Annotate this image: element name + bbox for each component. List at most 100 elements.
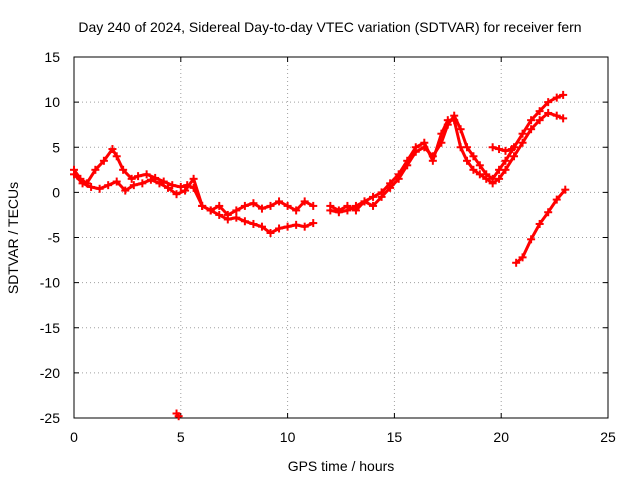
data-point [309,201,318,210]
data-point [138,179,147,188]
data-point [240,201,249,210]
data-point [198,201,207,210]
data-point [119,165,128,174]
x-tick-label: 15 [387,429,403,445]
data-point [95,184,104,193]
chart-title: Day 240 of 2024, Sidereal Day-to-day VTE… [78,19,581,35]
x-tick-label: 20 [493,429,509,445]
grid [74,57,608,418]
data-point [257,222,266,231]
data-point [463,156,472,165]
x-tick-label: 10 [280,429,296,445]
data-point [266,228,275,237]
data-point [544,98,553,107]
data-point [512,258,521,267]
data-point [501,165,510,174]
data-point [87,182,96,191]
data-point [206,206,215,215]
data-point [275,224,284,233]
data-point [249,199,258,208]
data-point [518,129,527,138]
data-point [283,201,292,210]
data-point [134,172,143,181]
series-line [514,188,567,265]
data-point [507,145,516,154]
data-point [518,253,527,262]
data-point [544,208,553,217]
series-group [70,90,570,421]
data-point [172,190,181,199]
data-point [501,156,510,165]
data-point [527,116,536,125]
data-point [275,197,284,206]
data-point [420,138,429,147]
data-point [527,125,536,134]
data-point [456,143,465,152]
series-outlier [172,409,183,421]
data-point [450,116,459,125]
data-point [559,90,568,99]
data-point [70,170,78,179]
y-tick-label: 5 [52,139,60,155]
data-point [215,210,224,219]
y-tick-label: -5 [48,230,61,246]
data-point [91,165,100,174]
data-point [469,165,478,174]
data-point [142,170,151,179]
data-point [535,116,544,125]
ticks: 0 5 10 15 20 25 -25 -20 -15 -10 -5 0 5 10 15 [40,49,616,445]
data-point [394,170,403,179]
series-track-f [512,185,570,267]
data-point [535,107,544,116]
data-point [104,181,113,190]
data-point [163,183,172,192]
data-point [129,181,138,190]
data-point [232,213,241,222]
data-point [78,179,87,188]
y-axis-label: SDTVAR / TECUs [5,182,21,294]
data-point [482,174,491,183]
data-point [343,206,352,215]
data-point [469,152,478,161]
data-point [240,217,249,226]
data-point [488,143,497,152]
data-point [249,219,258,228]
data-point [174,412,183,421]
data-point [300,222,309,231]
data-point [535,219,544,228]
data-point [360,197,369,206]
data-point [283,222,292,231]
data-point [108,145,117,154]
data-point [266,201,275,210]
data-point [300,197,309,206]
series-track-b [70,170,318,237]
y-tick-label: -20 [40,365,60,381]
x-axis-label: GPS time / hours [288,458,395,474]
data-point [121,186,130,195]
data-point [552,195,561,204]
x-tick-label: 5 [177,429,185,445]
data-point [351,201,360,210]
data-point [559,114,568,123]
y-tick-label: 15 [44,49,60,65]
data-point [403,156,412,165]
data-point [544,108,553,117]
data-point [510,152,519,161]
data-point [223,215,232,224]
data-point [456,125,465,134]
y-tick-label: 0 [52,184,60,200]
data-point [437,129,446,138]
y-tick-label: 10 [44,94,60,110]
data-point [527,235,536,244]
data-point [561,185,570,194]
data-point [369,201,378,210]
data-point [495,174,504,183]
data-point [189,174,198,183]
y-tick-label: -25 [40,410,60,426]
data-point [99,156,108,165]
data-point [552,111,561,120]
x-tick-label: 0 [70,429,78,445]
data-point [518,138,527,147]
data-point [112,177,121,186]
data-point [292,220,301,229]
